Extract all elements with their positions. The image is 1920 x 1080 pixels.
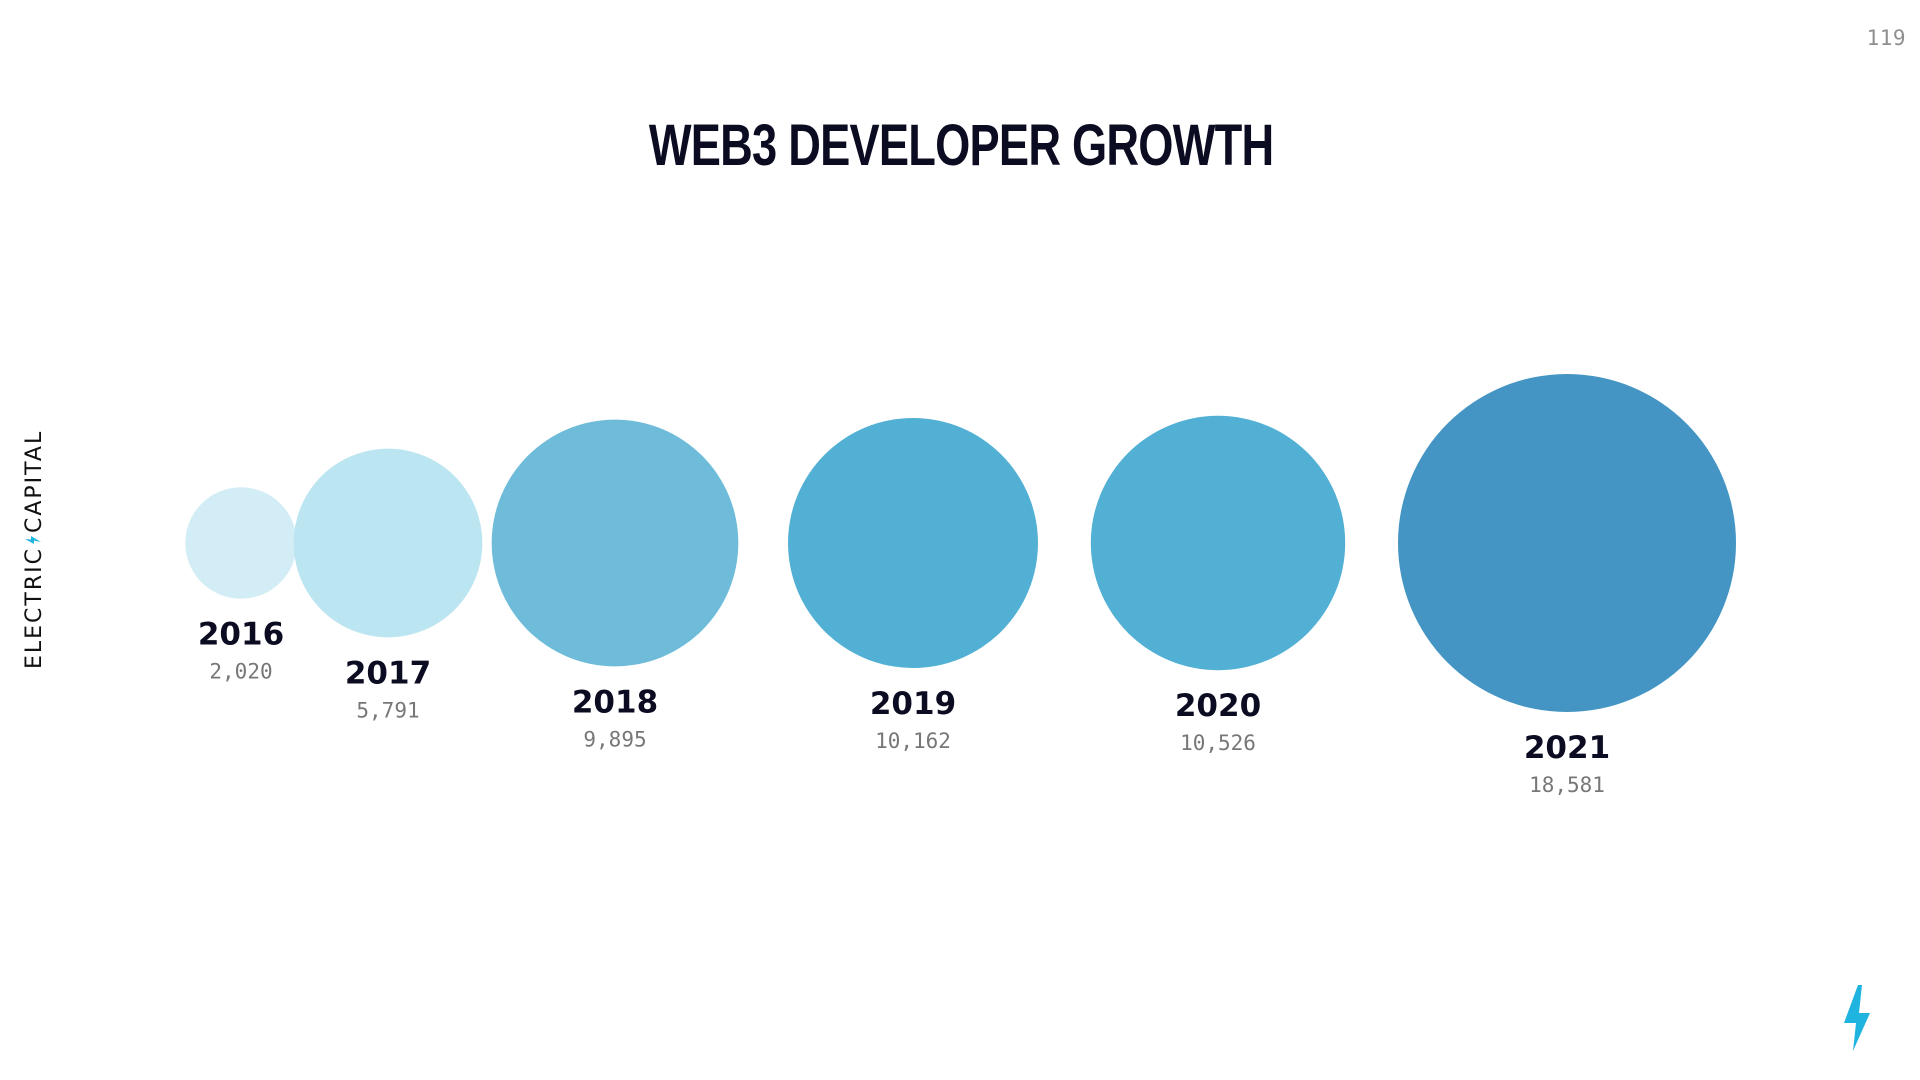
year-label-2019: 2019 (870, 686, 956, 722)
year-label-2021: 2021 (1524, 730, 1610, 766)
brand-logo: ELECTRIC CAPITAL (21, 430, 47, 669)
year-label-2017: 2017 (345, 655, 431, 691)
year-label-2016: 2016 (198, 617, 284, 653)
page-number: 119 (1866, 26, 1906, 50)
year-label-2020: 2020 (1175, 688, 1261, 724)
value-label-2017: 5,791 (356, 698, 419, 722)
bubble-2021 (1398, 374, 1736, 712)
value-label-2019: 10,162 (875, 729, 951, 753)
value-label-2016: 2,020 (209, 660, 272, 684)
value-label-2020: 10,526 (1180, 731, 1256, 755)
bubble-2018 (491, 419, 739, 667)
year-label-2018: 2018 (572, 684, 658, 720)
bubble-2020 (1090, 415, 1346, 671)
lightning-bolt-icon (1844, 985, 1870, 1055)
brand-bolt-icon (22, 536, 47, 544)
value-label-2021: 18,581 (1529, 773, 1605, 797)
chart-title: WEB3 DEVELOPER GROWTH (648, 113, 1274, 178)
value-label-2018: 9,895 (583, 727, 646, 751)
bubble-2016 (185, 487, 297, 599)
bubble-2017 (293, 448, 483, 638)
bubble-2019 (788, 418, 1038, 668)
